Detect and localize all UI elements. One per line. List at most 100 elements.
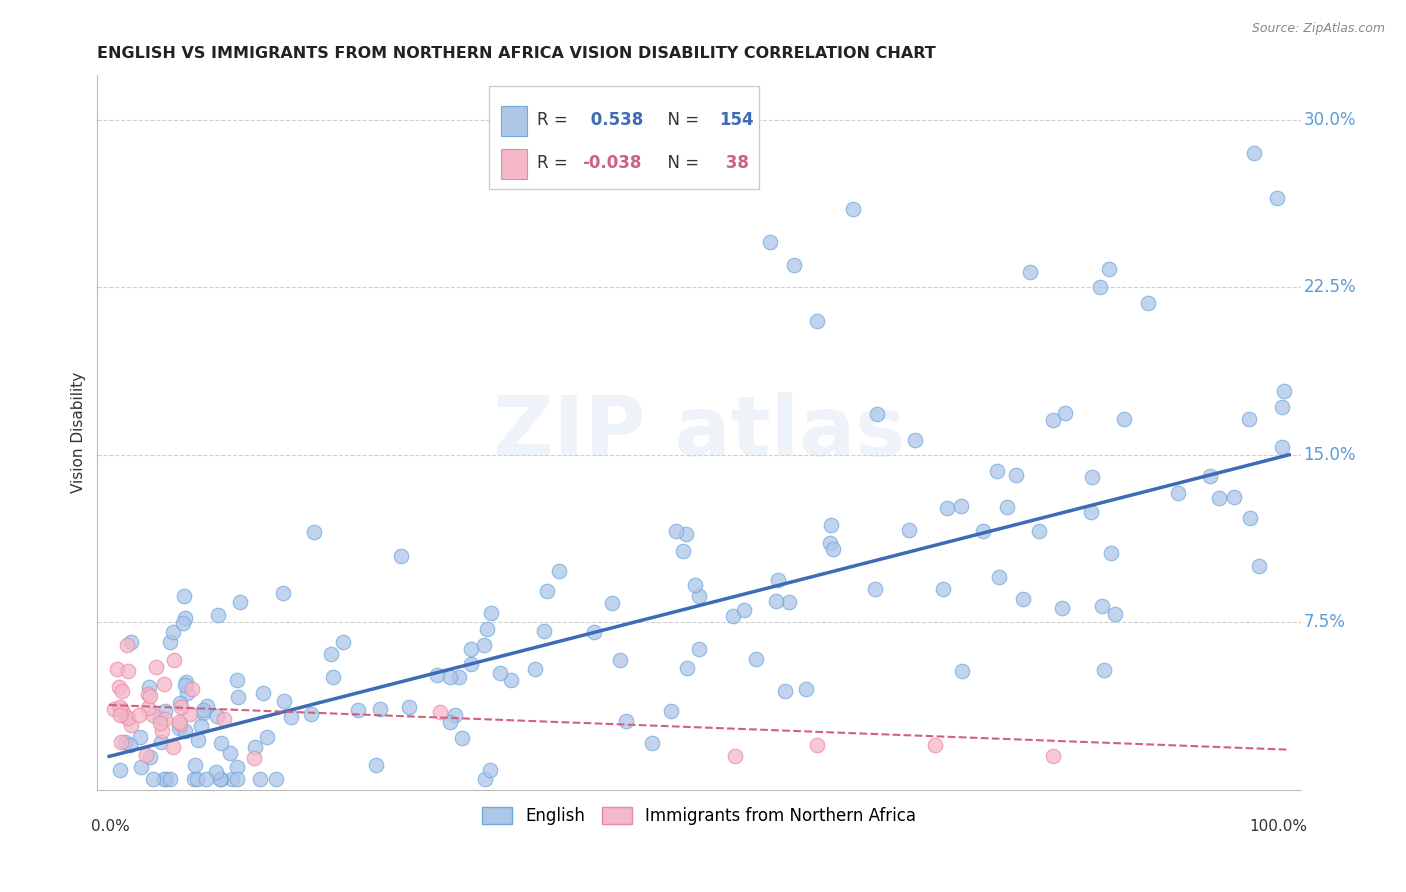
Point [169, 699, 191, 714]
Point [602, 595, 624, 609]
Point [179, 706, 201, 721]
Point [641, 736, 664, 750]
Point [139, 689, 162, 703]
Point [782, 258, 804, 272]
Point [866, 408, 889, 422]
Point [1091, 599, 1114, 614]
Point [1198, 468, 1220, 483]
Point [152, 723, 174, 738]
Point [1114, 412, 1136, 426]
Point [665, 524, 688, 538]
Point [950, 664, 973, 678]
Point [321, 648, 343, 662]
Point [226, 673, 249, 688]
Point [252, 686, 274, 700]
Point [180, 682, 202, 697]
Point [475, 622, 498, 636]
Point [256, 731, 278, 745]
Point [614, 714, 637, 728]
Point [118, 739, 141, 753]
Point [155, 772, 177, 786]
Point [273, 694, 295, 708]
Point [114, 709, 136, 723]
Point [135, 747, 157, 762]
Point [207, 607, 229, 622]
Point [479, 607, 502, 621]
Point [209, 736, 232, 750]
Point [136, 687, 159, 701]
Point [162, 625, 184, 640]
Point [138, 701, 160, 715]
Point [972, 524, 994, 538]
Point [1080, 470, 1102, 484]
Y-axis label: Vision Disability: Vision Disability [72, 372, 86, 493]
Point [444, 707, 467, 722]
Text: 0.538: 0.538 [585, 111, 643, 129]
Point [212, 712, 235, 726]
Point [1092, 664, 1115, 678]
Point [1271, 400, 1294, 414]
Point [176, 686, 198, 700]
Point [332, 634, 354, 648]
Point [1136, 295, 1159, 310]
Point [108, 764, 131, 778]
Point [426, 668, 449, 682]
Text: ENGLISH VS IMMIGRANTS FROM NORTHERN AFRICA VISION DISABILITY CORRELATION CHART: ENGLISH VS IMMIGRANTS FROM NORTHERN AFRI… [97, 46, 936, 62]
Text: N =: N = [657, 111, 704, 129]
Point [322, 670, 344, 684]
Point [149, 715, 172, 730]
Text: 22.5%: 22.5% [1303, 278, 1355, 296]
Point [439, 670, 461, 684]
Text: 30.0%: 30.0% [1303, 111, 1355, 128]
Point [205, 765, 228, 780]
Point [142, 708, 165, 723]
Point [548, 564, 571, 578]
Text: N =: N = [657, 153, 704, 172]
Point [190, 718, 212, 732]
Point [162, 739, 184, 754]
Point [193, 706, 215, 720]
Point [193, 703, 215, 717]
Text: 7.5%: 7.5% [1303, 614, 1346, 632]
Point [226, 772, 249, 786]
Point [450, 731, 472, 745]
Point [364, 757, 387, 772]
Point [163, 653, 186, 667]
Point [174, 678, 197, 692]
Point [733, 602, 755, 616]
Point [1042, 749, 1064, 764]
Point [1243, 146, 1265, 161]
Point [924, 738, 946, 752]
Point [820, 518, 842, 533]
Point [523, 662, 546, 676]
Point [1167, 485, 1189, 500]
Point [111, 703, 134, 717]
Text: 154: 154 [720, 111, 754, 129]
Point [117, 711, 139, 725]
Point [142, 772, 165, 786]
Point [987, 569, 1010, 583]
Point [108, 681, 131, 695]
Point [194, 772, 217, 786]
Point [368, 701, 391, 715]
Point [806, 314, 828, 328]
Point [117, 664, 139, 678]
Point [1018, 264, 1040, 278]
Point [226, 690, 249, 705]
Point [131, 760, 153, 774]
Point [806, 738, 828, 752]
Point [153, 772, 176, 786]
Point [153, 677, 176, 691]
Point [675, 527, 697, 541]
Point [159, 772, 181, 786]
Bar [501, 149, 527, 178]
Point [794, 682, 817, 697]
Point [195, 699, 218, 714]
Point [186, 772, 208, 786]
Point [120, 717, 142, 731]
Point [1208, 491, 1230, 505]
Point [1271, 441, 1294, 455]
Point [167, 715, 190, 730]
Point [211, 772, 233, 786]
Point [904, 434, 927, 448]
